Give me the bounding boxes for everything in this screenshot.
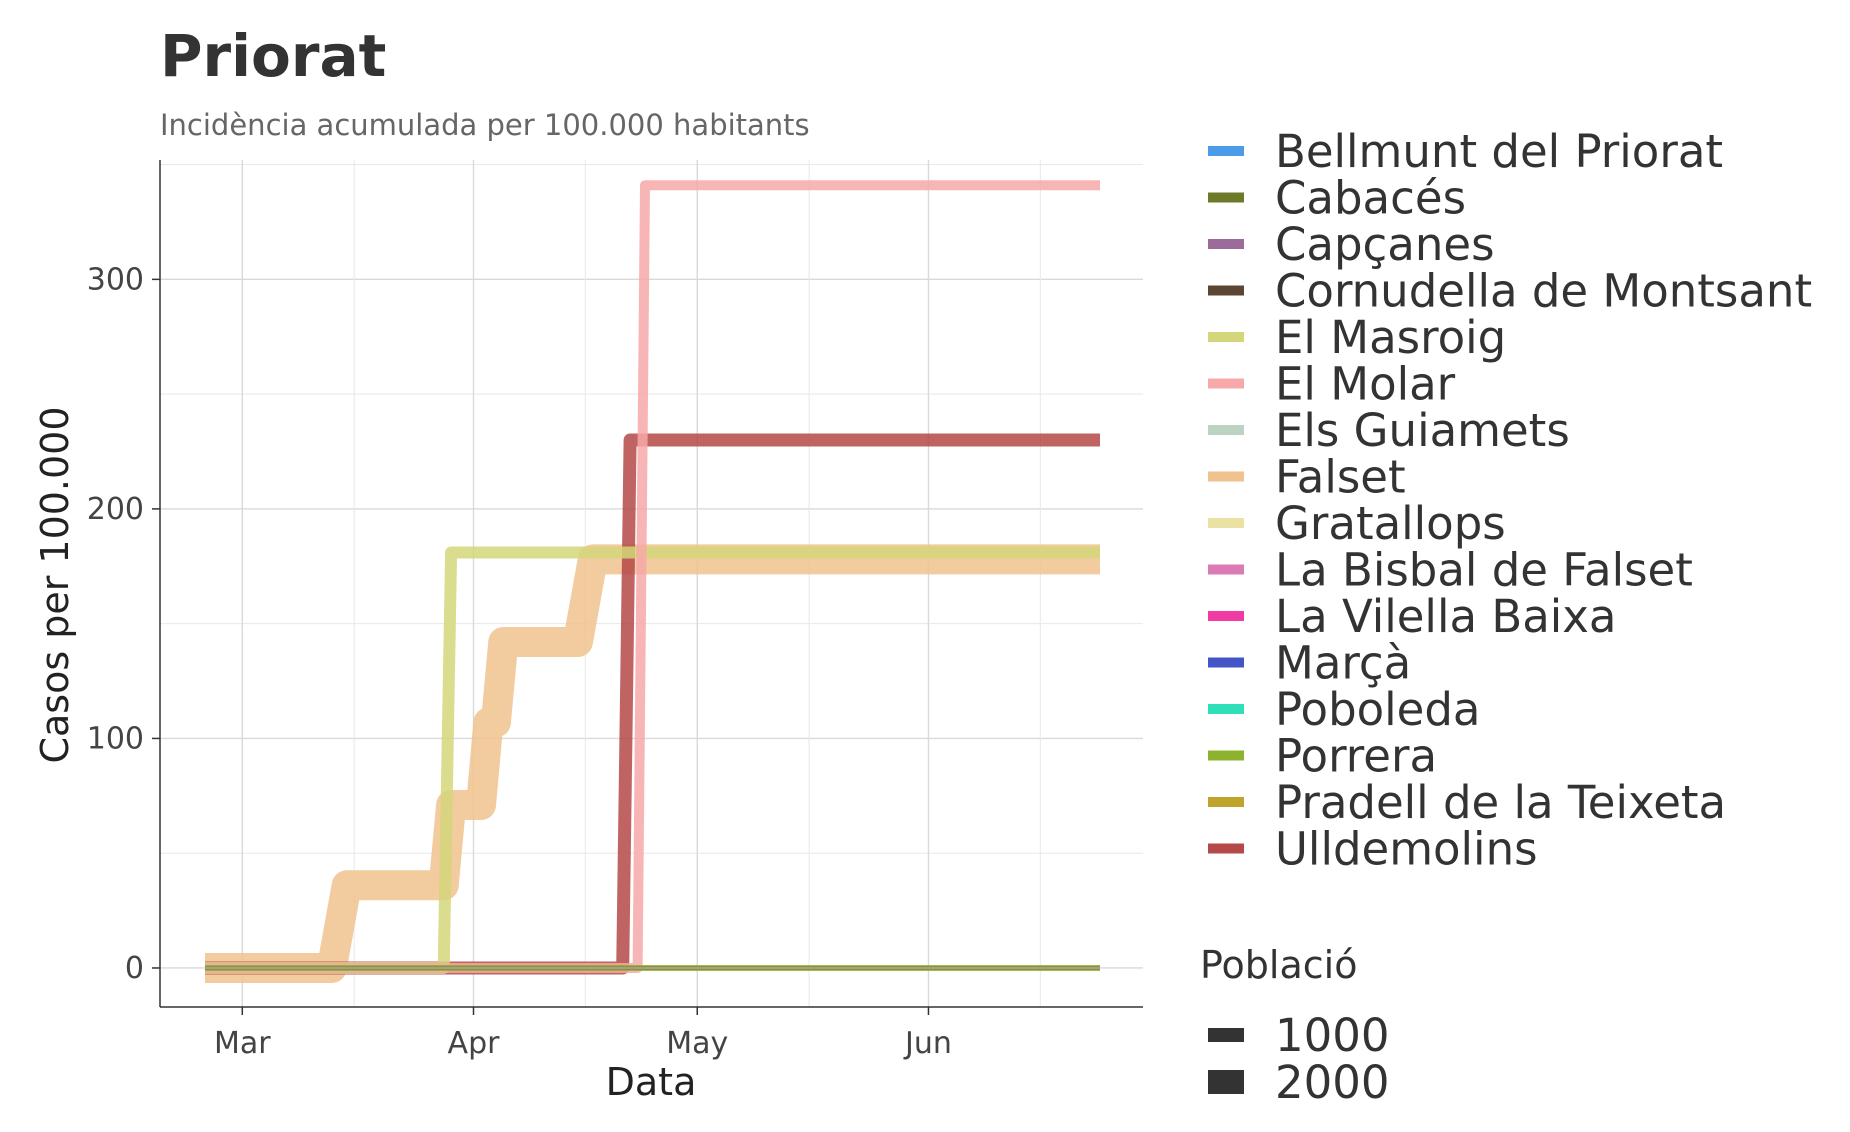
y-axis-title: Casos per 100.000	[33, 406, 77, 763]
legend-label: Pradell de la Teixeta	[1275, 776, 1726, 829]
legend-swatch	[1208, 518, 1244, 528]
x-axis-ticks: Mar Apr May Jun	[214, 1007, 952, 1061]
legend-swatch	[1208, 750, 1244, 761]
legend-label: La Vilella Baixa	[1275, 590, 1616, 643]
legend-label: Cornudella de Montsant	[1275, 265, 1812, 318]
legend-label: Ulldemolins	[1275, 823, 1538, 876]
legend-label: Marçà	[1275, 637, 1411, 690]
legend-swatch	[1208, 471, 1244, 482]
legend-label: La Bisbal de Falset	[1275, 544, 1693, 597]
legend-swatch	[1208, 285, 1244, 296]
legend-label: Capçanes	[1275, 218, 1495, 271]
y-tick-label: 0	[125, 951, 144, 986]
y-tick-label: 200	[87, 492, 144, 527]
size-legend-title: Població	[1200, 943, 1357, 987]
y-axis-ticks: 0 100 200 300	[87, 262, 160, 986]
legend-label: Bellmunt del Priorat	[1275, 125, 1723, 178]
size-legend-label: 1000	[1275, 1009, 1390, 1062]
x-tick-label: Mar	[214, 1026, 271, 1061]
grid-lines	[160, 160, 1143, 1007]
legend-swatch	[1208, 564, 1244, 575]
legend-label: Gratallops	[1275, 497, 1506, 550]
series-line-falset	[205, 544, 1100, 983]
legend-swatch	[1208, 192, 1244, 203]
legend-label: Falset	[1275, 451, 1406, 504]
legend-swatch	[1208, 797, 1244, 807]
legend-swatch	[1208, 843, 1244, 854]
color-legend: Bellmunt del PrioratCabacésCapçanesCornu…	[1208, 125, 1812, 876]
x-tick-label: Apr	[448, 1026, 501, 1061]
legend-swatch	[1208, 146, 1244, 156]
legend-swatch	[1208, 425, 1244, 435]
legend-label: Cabacés	[1275, 172, 1466, 225]
legend-swatch	[1208, 378, 1244, 389]
legend-label: Poboleda	[1275, 683, 1481, 736]
legend-swatch	[1208, 611, 1244, 621]
size-legend-key	[1208, 1028, 1244, 1042]
x-tick-label: Jun	[903, 1026, 952, 1061]
legend-label: El Molar	[1275, 358, 1456, 411]
legend-label: Porrera	[1275, 730, 1437, 783]
chart-title: Priorat	[160, 22, 387, 90]
x-axis-title: Data	[606, 1060, 697, 1104]
legend-swatch	[1208, 239, 1244, 249]
y-tick-label: 300	[87, 262, 144, 297]
legend-swatch	[1208, 332, 1244, 342]
legend-swatch	[1208, 704, 1244, 714]
chart-subtitle: Incidència acumulada per 100.000 habitan…	[160, 108, 810, 142]
x-tick-label: May	[666, 1026, 728, 1061]
series-lines	[205, 180, 1100, 983]
y-tick-label: 100	[87, 721, 144, 756]
size-legend-key	[1208, 1070, 1244, 1094]
legend-label: Els Guiamets	[1275, 404, 1570, 457]
size-legend-label: 2000	[1275, 1056, 1390, 1109]
legend-swatch	[1208, 657, 1244, 668]
legend-label: El Masroig	[1275, 311, 1506, 364]
series-line-el-molar	[205, 180, 1100, 973]
axes	[159, 160, 1143, 1008]
